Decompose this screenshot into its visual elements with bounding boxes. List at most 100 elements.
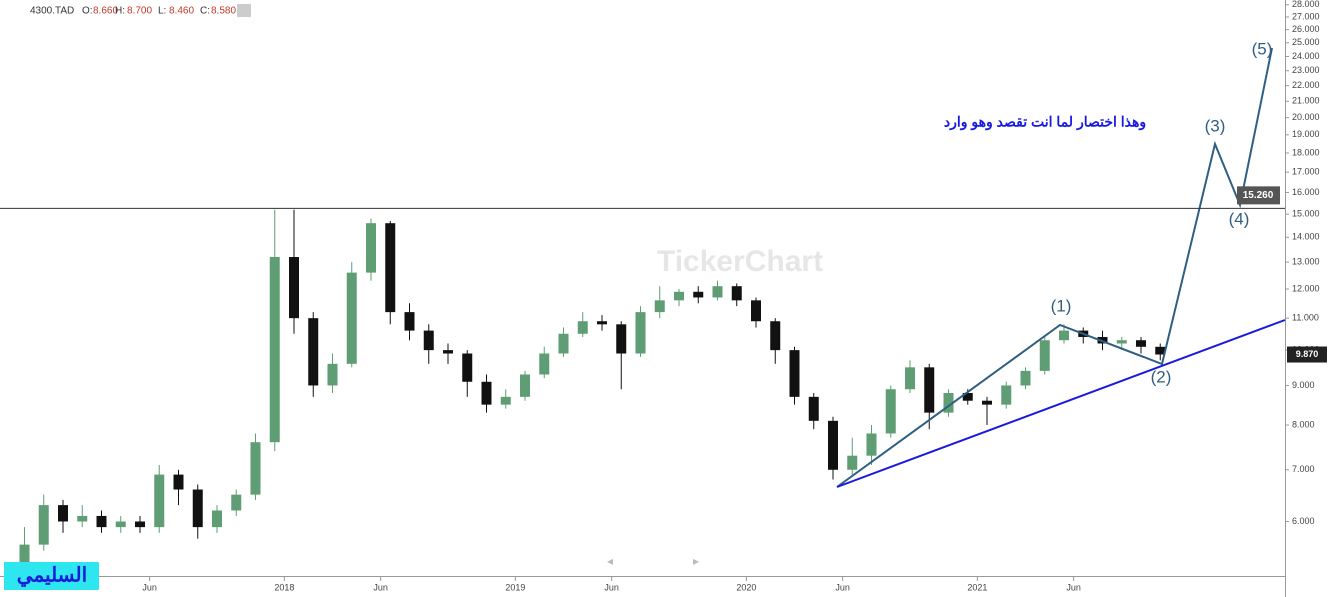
wave-path bbox=[836, 47, 1273, 488]
candle-body bbox=[19, 544, 30, 570]
candle-body bbox=[962, 393, 973, 401]
candle-body bbox=[616, 324, 627, 354]
candle-body bbox=[635, 312, 646, 354]
ohlc-value: 8.580 bbox=[211, 6, 236, 17]
price-tag bbox=[1237, 186, 1280, 205]
nav-controls: ◂ ▸ bbox=[607, 554, 699, 568]
candle-body bbox=[154, 474, 165, 528]
ohlc-label: C: bbox=[200, 6, 210, 17]
ohlc-label: O: bbox=[82, 6, 93, 17]
price-tag-label: 15.260 bbox=[1243, 190, 1274, 201]
candle-body bbox=[1116, 340, 1127, 344]
last-price-tag bbox=[1287, 346, 1327, 363]
y-tick-label: 26.000 bbox=[1292, 24, 1320, 34]
candle-body bbox=[308, 318, 319, 386]
candle-body bbox=[289, 257, 299, 319]
y-tick-label: 9.000 bbox=[1292, 380, 1315, 390]
y-tick-label: 21.000 bbox=[1292, 96, 1320, 106]
candle-body bbox=[712, 286, 723, 298]
x-tick-label: Jun bbox=[604, 582, 619, 592]
y-tick-label: 12.000 bbox=[1292, 283, 1320, 293]
candle-body bbox=[866, 433, 877, 456]
candle-body bbox=[577, 321, 588, 334]
candle-body bbox=[597, 321, 607, 325]
candle-body bbox=[346, 272, 357, 364]
candle-body bbox=[847, 455, 858, 470]
y-tick-label: 7.000 bbox=[1292, 464, 1315, 474]
author-badge bbox=[4, 562, 99, 590]
candle-body bbox=[924, 367, 935, 413]
candle-body bbox=[366, 223, 376, 273]
ohlc-label: L: bbox=[158, 6, 166, 17]
candle-body bbox=[327, 363, 338, 386]
wave-label: (3) bbox=[1205, 116, 1226, 135]
header: 4300.TAD O: 8.660 H: 8.700 L: 8.460 C: 8… bbox=[30, 4, 251, 17]
x-tick-label: 2021 bbox=[967, 582, 987, 592]
y-tick-label: 24.000 bbox=[1292, 51, 1320, 61]
ohlc-label: H: bbox=[115, 6, 125, 17]
y-tick-label: 15.000 bbox=[1292, 208, 1320, 218]
x-tick-label: Jun bbox=[835, 582, 850, 592]
menu-button[interactable] bbox=[237, 4, 251, 17]
candle-body bbox=[1155, 346, 1166, 355]
candle-body bbox=[192, 489, 203, 528]
candle-body bbox=[674, 291, 684, 301]
candle-body bbox=[250, 442, 261, 495]
candle-body bbox=[751, 300, 761, 322]
candle-body bbox=[1039, 340, 1050, 371]
candle-body bbox=[770, 321, 781, 351]
candle-body bbox=[982, 400, 992, 405]
y-tick-label: 8.000 bbox=[1292, 419, 1315, 429]
candle-body bbox=[1136, 340, 1146, 347]
candle-body bbox=[462, 353, 473, 382]
wave-label: (5) bbox=[1252, 39, 1273, 58]
candle-body bbox=[385, 223, 396, 313]
candle-body bbox=[539, 353, 550, 375]
candle-body bbox=[231, 494, 242, 511]
x-tick-label: Jun bbox=[142, 582, 157, 592]
candle-body bbox=[828, 420, 838, 470]
y-tick-label: 14.000 bbox=[1292, 232, 1320, 242]
y-tick-label: 22.000 bbox=[1292, 80, 1320, 90]
wave-label: (2) bbox=[1151, 367, 1172, 386]
note: وهذا اختصار لما انت تقصد وهو وارد bbox=[944, 114, 1146, 131]
candle-body bbox=[943, 393, 954, 413]
candle-body bbox=[115, 521, 126, 528]
y-tick-label: 13.000 bbox=[1292, 257, 1320, 267]
x-tick-label: 2019 bbox=[505, 582, 525, 592]
candle-body bbox=[731, 286, 742, 301]
wave-label: (4) bbox=[1229, 209, 1250, 228]
last-price-label: 9.870 bbox=[1296, 349, 1319, 359]
y-tick-label: 27.000 bbox=[1292, 11, 1320, 21]
y-tick-label: 18.000 bbox=[1292, 147, 1320, 157]
ohlc-value: 8.660 bbox=[93, 6, 118, 17]
candle-body bbox=[693, 291, 704, 298]
y-tick-label: 6.000 bbox=[1292, 516, 1315, 526]
candle-body bbox=[481, 381, 492, 405]
nav-icon[interactable]: ▸ bbox=[693, 554, 699, 568]
candle-body bbox=[38, 505, 49, 545]
nav-icon[interactable]: ◂ bbox=[607, 554, 613, 568]
candle-body bbox=[789, 350, 800, 397]
candle-body bbox=[96, 515, 107, 528]
candle-body bbox=[404, 312, 415, 331]
candle-body bbox=[808, 396, 819, 421]
candle-body bbox=[58, 505, 68, 522]
candle-body bbox=[905, 367, 915, 390]
x-tick-label: Jun bbox=[1066, 582, 1081, 592]
candle-body bbox=[558, 333, 569, 354]
candle-body bbox=[77, 515, 88, 522]
candle-body bbox=[1059, 330, 1069, 341]
candles bbox=[19, 209, 1166, 576]
candle-body bbox=[443, 350, 453, 354]
y-tick-label: 20.000 bbox=[1292, 112, 1320, 122]
candle-body bbox=[135, 521, 145, 528]
candle-body bbox=[885, 389, 896, 434]
candle-body bbox=[520, 374, 530, 397]
y-tick-label: 16.000 bbox=[1292, 187, 1320, 197]
y-tick-label: 25.000 bbox=[1292, 37, 1320, 47]
candle-body bbox=[269, 257, 280, 443]
wave-label: (1) bbox=[1051, 296, 1072, 315]
